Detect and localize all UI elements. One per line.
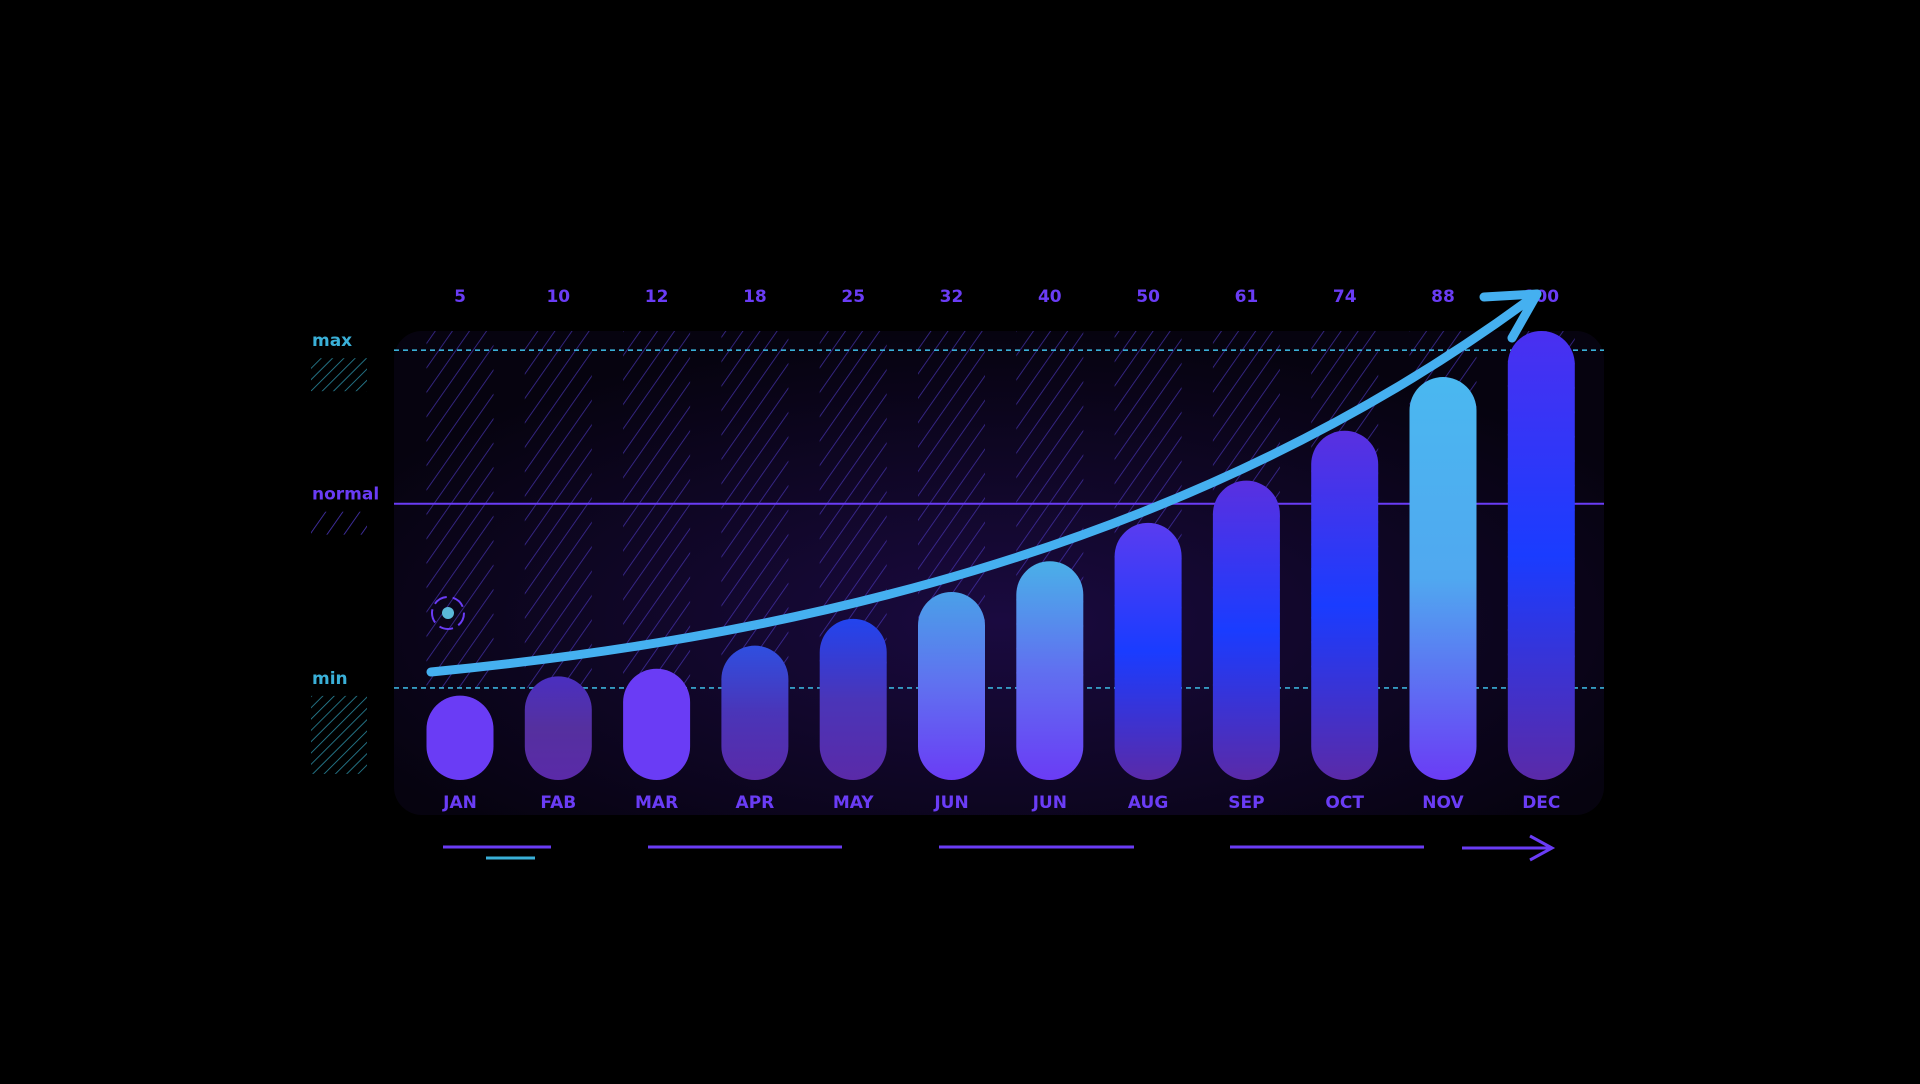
x-tick-label: AUG <box>1128 793 1168 813</box>
value-label: 40 <box>1038 287 1062 307</box>
x-tick-label: JAN <box>442 793 477 813</box>
reference-label: min <box>312 669 348 689</box>
x-tick-label: JUN <box>933 793 968 813</box>
panel <box>394 331 1604 815</box>
hatch-column <box>721 331 789 688</box>
marker-icon <box>431 596 465 630</box>
bar <box>524 676 592 780</box>
bar <box>1507 331 1575 780</box>
hatch-column <box>623 331 691 688</box>
x-tick-label: JUN <box>1032 793 1067 813</box>
reference-label: normal <box>312 485 379 505</box>
bar <box>819 618 887 780</box>
value-label: 5 <box>454 287 466 307</box>
x-tick-label: SEP <box>1228 793 1264 813</box>
bar <box>721 645 789 780</box>
value-label: 50 <box>1136 287 1160 307</box>
reference-label: max <box>312 331 352 351</box>
value-label: 25 <box>841 287 865 307</box>
x-tick-label: DEC <box>1522 793 1560 813</box>
value-label: 18 <box>743 287 767 307</box>
timeline <box>443 834 1556 862</box>
reference-swatch <box>311 511 367 535</box>
value-label: 61 <box>1235 287 1259 307</box>
reference-swatch <box>311 358 367 392</box>
bar <box>918 591 985 780</box>
x-tick-label: APR <box>736 793 775 813</box>
trend-arrowhead <box>1479 289 1542 343</box>
bar <box>1311 430 1379 780</box>
trend-arrow <box>426 289 1542 677</box>
x-tick-label: OCT <box>1325 793 1364 813</box>
x-tick-label: MAY <box>833 793 874 813</box>
value-label: 12 <box>645 287 669 307</box>
bar <box>426 695 494 780</box>
hatch-column <box>524 331 592 688</box>
bar <box>1114 522 1182 780</box>
bar <box>1212 480 1280 780</box>
value-label: 10 <box>546 287 570 307</box>
bar <box>623 668 691 780</box>
x-tick-label: MAR <box>635 793 678 813</box>
value-label: 74 <box>1333 287 1357 307</box>
bar <box>1016 561 1084 780</box>
x-tick-label: NOV <box>1422 793 1464 813</box>
value-label: 88 <box>1431 287 1455 307</box>
reference-swatch <box>311 695 367 774</box>
value-label: 32 <box>940 287 964 307</box>
bar <box>1409 377 1477 780</box>
hatch-column <box>426 331 494 688</box>
x-tick-label: FAB <box>540 793 576 813</box>
